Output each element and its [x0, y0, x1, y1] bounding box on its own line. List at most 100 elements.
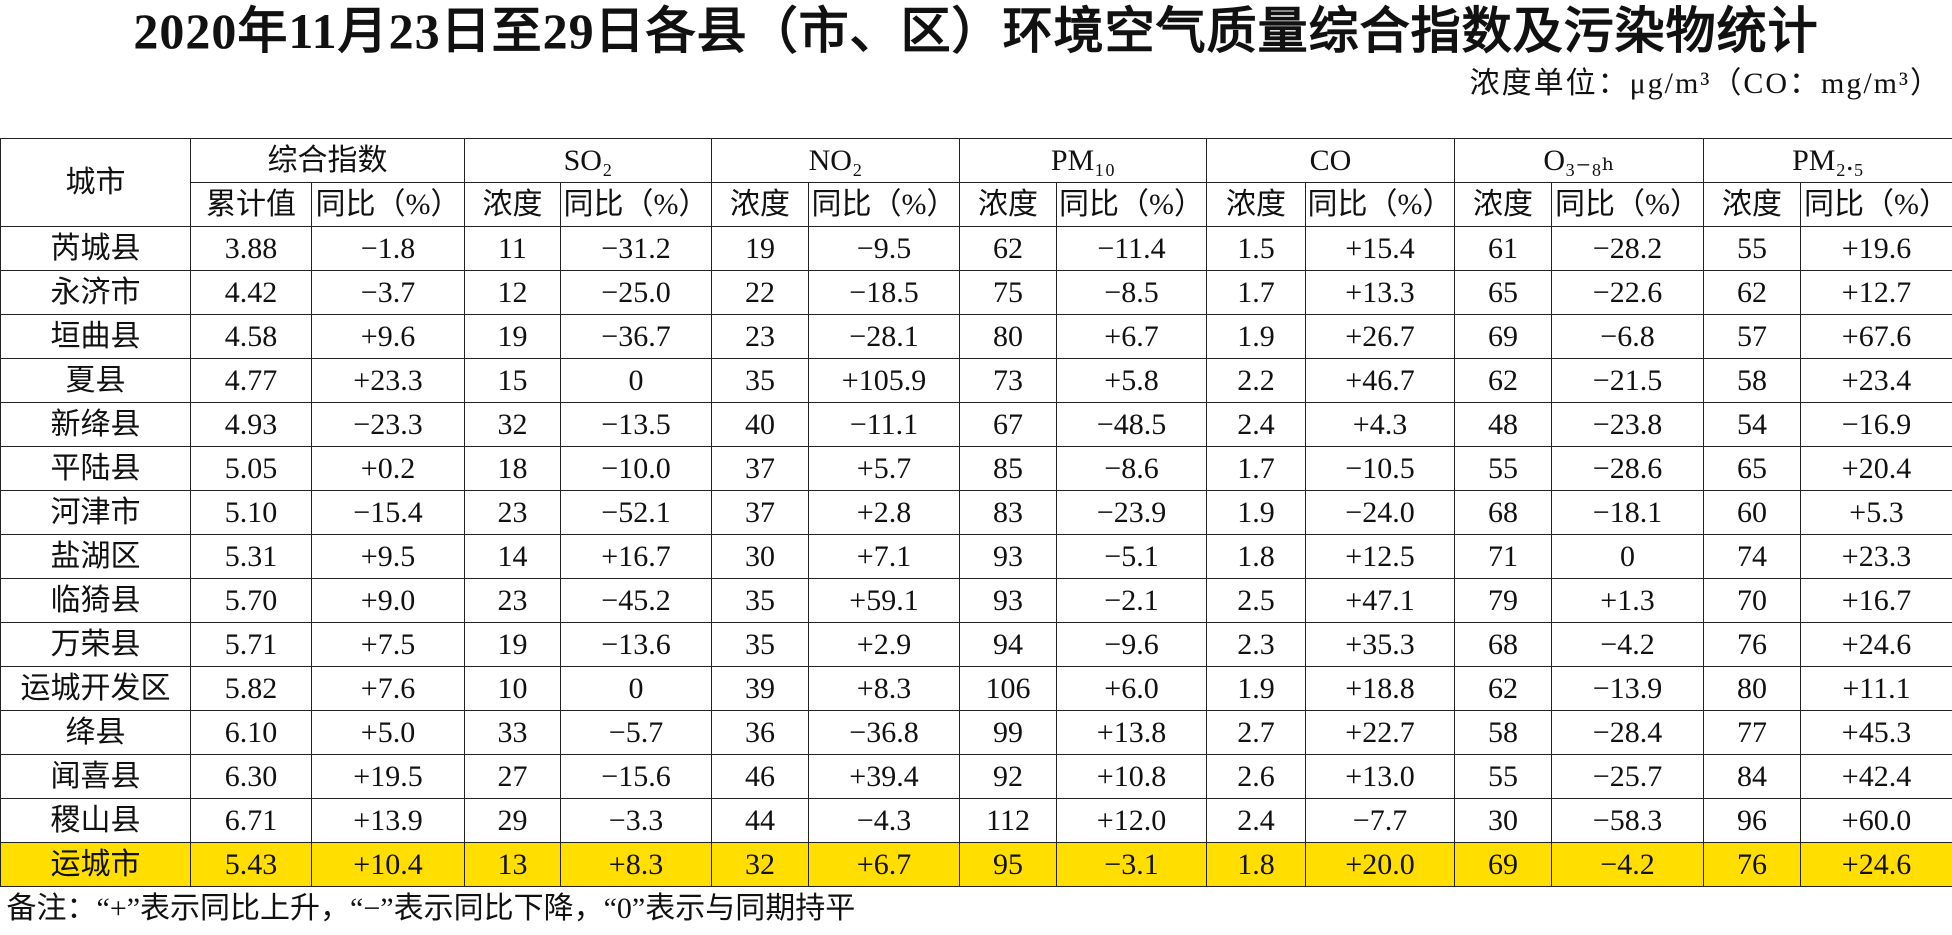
value-cell: 5.70 [190, 578, 312, 623]
value-cell: +9.6 [311, 314, 465, 359]
value-cell: 22 [711, 270, 809, 315]
value-cell: +6.7 [807, 842, 961, 887]
value-cell: 1.7 [1206, 446, 1307, 491]
city-cell: 垣曲县 [0, 314, 191, 359]
value-cell: −3.1 [1056, 842, 1208, 887]
value-cell: +20.4 [1800, 446, 1952, 491]
value-cell: +16.7 [1800, 578, 1952, 623]
value-cell: −8.5 [1056, 270, 1208, 315]
value-cell: 0 [560, 666, 712, 711]
value-cell: +16.7 [560, 534, 712, 579]
city-cell: 盐湖区 [0, 534, 191, 579]
value-cell: 61 [1454, 226, 1553, 271]
value-cell: 93 [959, 534, 1058, 579]
value-cell: −28.6 [1551, 446, 1705, 491]
data-row: 芮城县 3.88 −1.8 11 −31.2 19 −9.5 62 −11.4 1.5 +15.4 6… [0, 226, 1952, 271]
value-cell: +13.9 [311, 798, 465, 843]
value-cell: 2.2 [1206, 358, 1307, 403]
value-cell: 4.42 [190, 270, 312, 315]
value-cell: −2.1 [1056, 578, 1208, 623]
value-cell: +23.4 [1800, 358, 1952, 403]
value-cell: 84 [1703, 754, 1802, 799]
value-cell: 46 [711, 754, 809, 799]
value-cell: 2.7 [1206, 710, 1307, 755]
value-cell: +5.7 [807, 446, 961, 491]
sub-header: 累计值 [190, 182, 312, 227]
value-cell: +24.6 [1800, 622, 1952, 667]
value-cell: 23 [464, 490, 561, 535]
value-cell: +11.1 [1800, 666, 1952, 711]
value-cell: +12.0 [1056, 798, 1208, 843]
data-row: 运城市 5.43 +10.4 13 +8.3 32 +6.7 95 −3.1 1.8 +20.0 69… [0, 842, 1952, 887]
value-cell: −23.9 [1056, 490, 1208, 535]
value-cell: 112 [959, 798, 1058, 843]
value-cell: −9.6 [1056, 622, 1208, 667]
value-cell: −18.1 [1551, 490, 1705, 535]
value-cell: 12 [464, 270, 561, 315]
value-cell: +12.7 [1800, 270, 1952, 315]
group-header: O₃₋₈ₕ [1454, 138, 1705, 183]
city-cell: 河津市 [0, 490, 191, 535]
value-cell: +67.6 [1800, 314, 1952, 359]
value-cell: 62 [1454, 358, 1553, 403]
value-cell: 68 [1454, 490, 1553, 535]
sub-header: 同比（%） [1551, 182, 1705, 227]
value-cell: +47.1 [1305, 578, 1456, 623]
group-header: NO₂ [710, 138, 961, 183]
sub-header: 浓度 [959, 182, 1058, 227]
value-cell: +2.8 [807, 490, 961, 535]
title: 2020年11月23日至29日各县（市、区）环境空气质量综合指数及污染物统计 [133, 3, 1819, 59]
value-cell: +10.8 [1056, 754, 1208, 799]
data-row: 夏县 4.77 +23.3 15 0 35 +105.9 73 +5.8 2.2 +46.7 62 −2… [0, 358, 1952, 403]
value-cell: +0.2 [311, 446, 465, 491]
value-cell: 19 [711, 226, 809, 271]
value-cell: 2.5 [1206, 578, 1307, 623]
value-cell: +18.8 [1305, 666, 1456, 711]
value-cell: 74 [1703, 534, 1802, 579]
unit-note: 浓度单位：μg/m³（CO：mg/m³） [1469, 67, 1942, 100]
value-cell: 62 [959, 226, 1058, 271]
group-header: SO₂ [464, 138, 712, 183]
sub-header: 同比（%） [311, 182, 465, 227]
value-cell: +24.6 [1800, 842, 1952, 887]
value-cell: 55 [1454, 446, 1553, 491]
note: 备注：“+”表示同比上升，“−”表示同比下降，“0”表示与同期持平 [0, 886, 1952, 930]
value-cell: −31.2 [560, 226, 712, 271]
value-cell: −28.4 [1551, 710, 1705, 755]
city-cell: 新绛县 [0, 402, 191, 447]
value-cell: −23.3 [311, 402, 465, 447]
value-cell: +13.0 [1305, 754, 1456, 799]
value-cell: +46.7 [1305, 358, 1456, 403]
value-cell: 29 [464, 798, 561, 843]
value-cell: 32 [711, 842, 809, 887]
value-cell: 60 [1703, 490, 1802, 535]
value-cell: −15.4 [311, 490, 465, 535]
city-cell: 芮城县 [0, 226, 191, 271]
value-cell: +1.3 [1551, 578, 1705, 623]
value-cell: +6.0 [1056, 666, 1208, 711]
value-cell: 68 [1454, 622, 1553, 667]
value-cell: −28.1 [807, 314, 961, 359]
sub-header: 同比（%） [1800, 182, 1952, 227]
value-cell: 40 [711, 402, 809, 447]
value-cell: −10.0 [560, 446, 712, 491]
value-cell: −25.7 [1551, 754, 1705, 799]
note-row: 备注：“+”表示同比上升，“−”表示同比下降，“0”表示与同期持平 [0, 886, 1952, 930]
value-cell: 15 [464, 358, 561, 403]
value-cell: +5.0 [311, 710, 465, 755]
sub-header: 浓度 [464, 182, 561, 227]
value-cell: 73 [959, 358, 1058, 403]
value-cell: −36.7 [560, 314, 712, 359]
sub-header: 浓度 [1206, 182, 1307, 227]
value-cell: −11.4 [1056, 226, 1208, 271]
value-cell: 94 [959, 622, 1058, 667]
value-cell: 36 [711, 710, 809, 755]
value-cell: 32 [464, 402, 561, 447]
value-cell: +7.5 [311, 622, 465, 667]
value-cell: 5.05 [190, 446, 312, 491]
value-cell: +5.3 [1800, 490, 1952, 535]
value-cell: −4.3 [807, 798, 961, 843]
city-cell: 运城市 [0, 842, 191, 887]
value-cell: 0 [560, 358, 712, 403]
